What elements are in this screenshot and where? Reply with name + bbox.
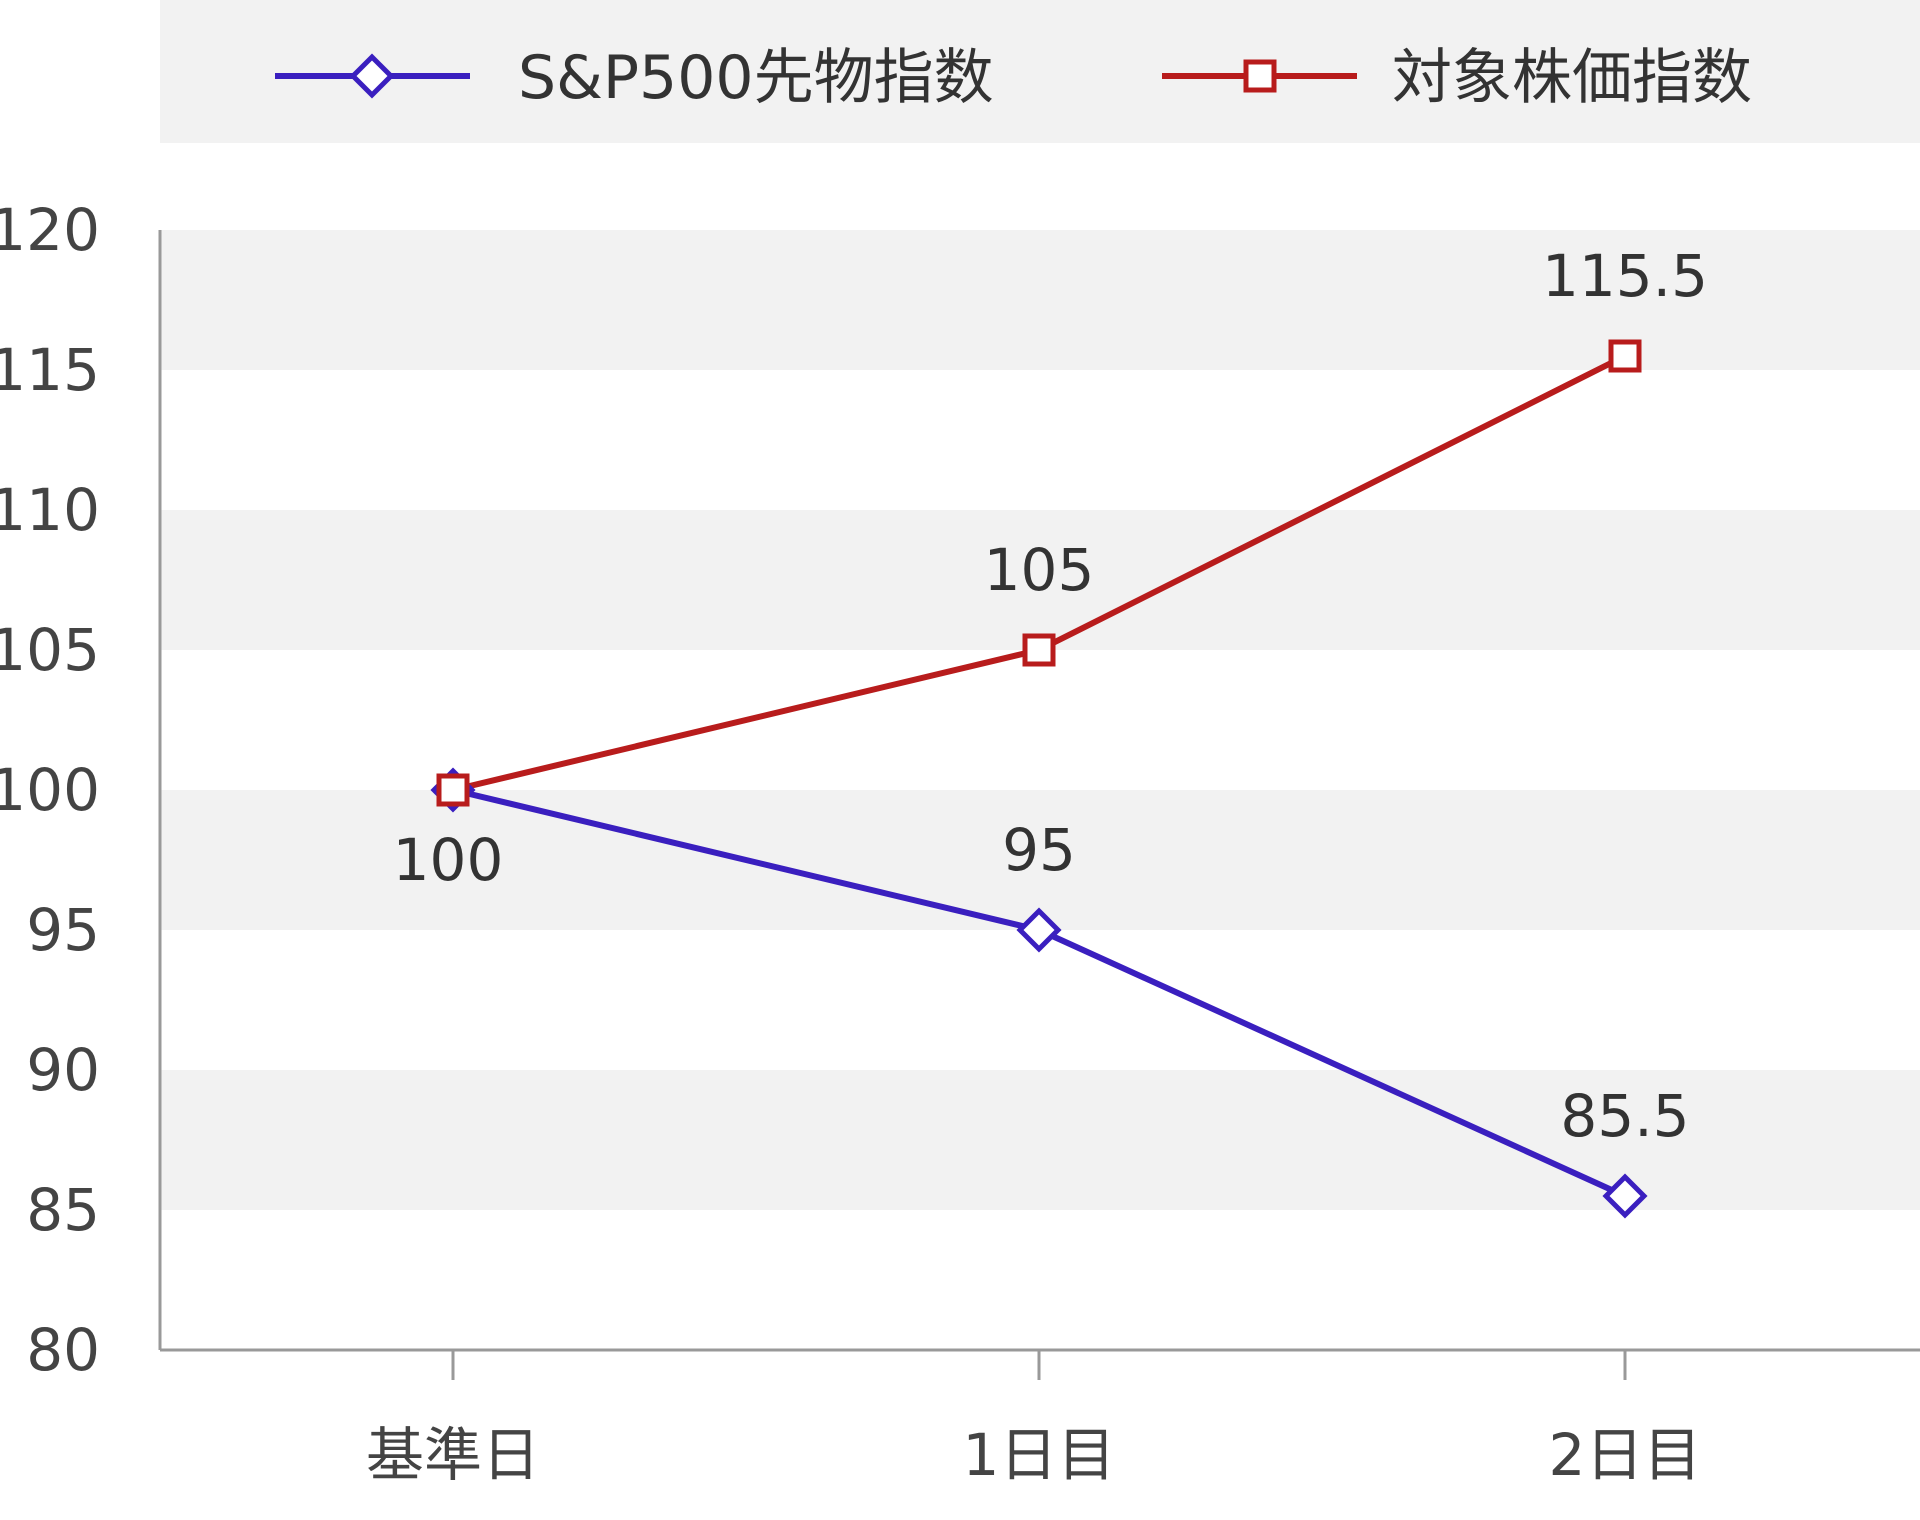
- sp500-futures-diamond-marker: [1602, 1173, 1648, 1219]
- y-tick-label: 100: [0, 756, 100, 824]
- y-tick-label: 105: [0, 616, 100, 684]
- target-index-square-marker: [1022, 633, 1056, 667]
- background-band: [160, 790, 1920, 930]
- legend-diamond-marker: [349, 53, 395, 99]
- legend-label: 対象株価指数: [1392, 43, 1752, 113]
- y-tick-label: 110: [0, 476, 100, 544]
- series-markers: [430, 339, 1648, 1219]
- y-tick-label: 85: [26, 1176, 100, 1244]
- legend: S&P500先物指数 対象株価指数: [275, 43, 1752, 113]
- data-label: 115.5: [1542, 242, 1708, 310]
- y-tick-label: 115: [0, 336, 100, 404]
- data-labels: 100 95 85.5 105 115.5: [393, 242, 1708, 1150]
- y-tick-label: 95: [26, 896, 100, 964]
- x-axis-tick-labels: 基準日 1日目 2日目: [366, 1421, 1701, 1489]
- legend-square-marker: [1243, 59, 1277, 93]
- legend-area: [160, 0, 1920, 143]
- target-index-square-marker: [1608, 339, 1642, 373]
- data-label: 105: [984, 536, 1095, 604]
- y-axis-tick-labels: 80 85 90 95 100 105 110 115 120: [0, 196, 100, 1384]
- y-tick-label: 120: [0, 196, 100, 264]
- axes: [158, 230, 1920, 1380]
- y-tick-label: 80: [26, 1316, 100, 1384]
- sp500-futures-diamond-marker: [1016, 907, 1062, 953]
- data-label: 95: [1002, 816, 1076, 884]
- x-tick-label: 2日目: [1549, 1421, 1702, 1489]
- data-label: 85.5: [1560, 1082, 1689, 1150]
- legend-label: S&P500先物指数: [518, 43, 994, 113]
- data-label: 100: [393, 826, 504, 894]
- x-tick-label: 1日目: [963, 1421, 1116, 1489]
- legend-background: [160, 0, 1920, 143]
- target-index-square-marker: [436, 773, 470, 807]
- y-tick-label: 90: [26, 1036, 100, 1104]
- x-tick-label: 基準日: [366, 1421, 540, 1489]
- background-band: [160, 510, 1920, 650]
- plot-background-bands: [160, 230, 1920, 1210]
